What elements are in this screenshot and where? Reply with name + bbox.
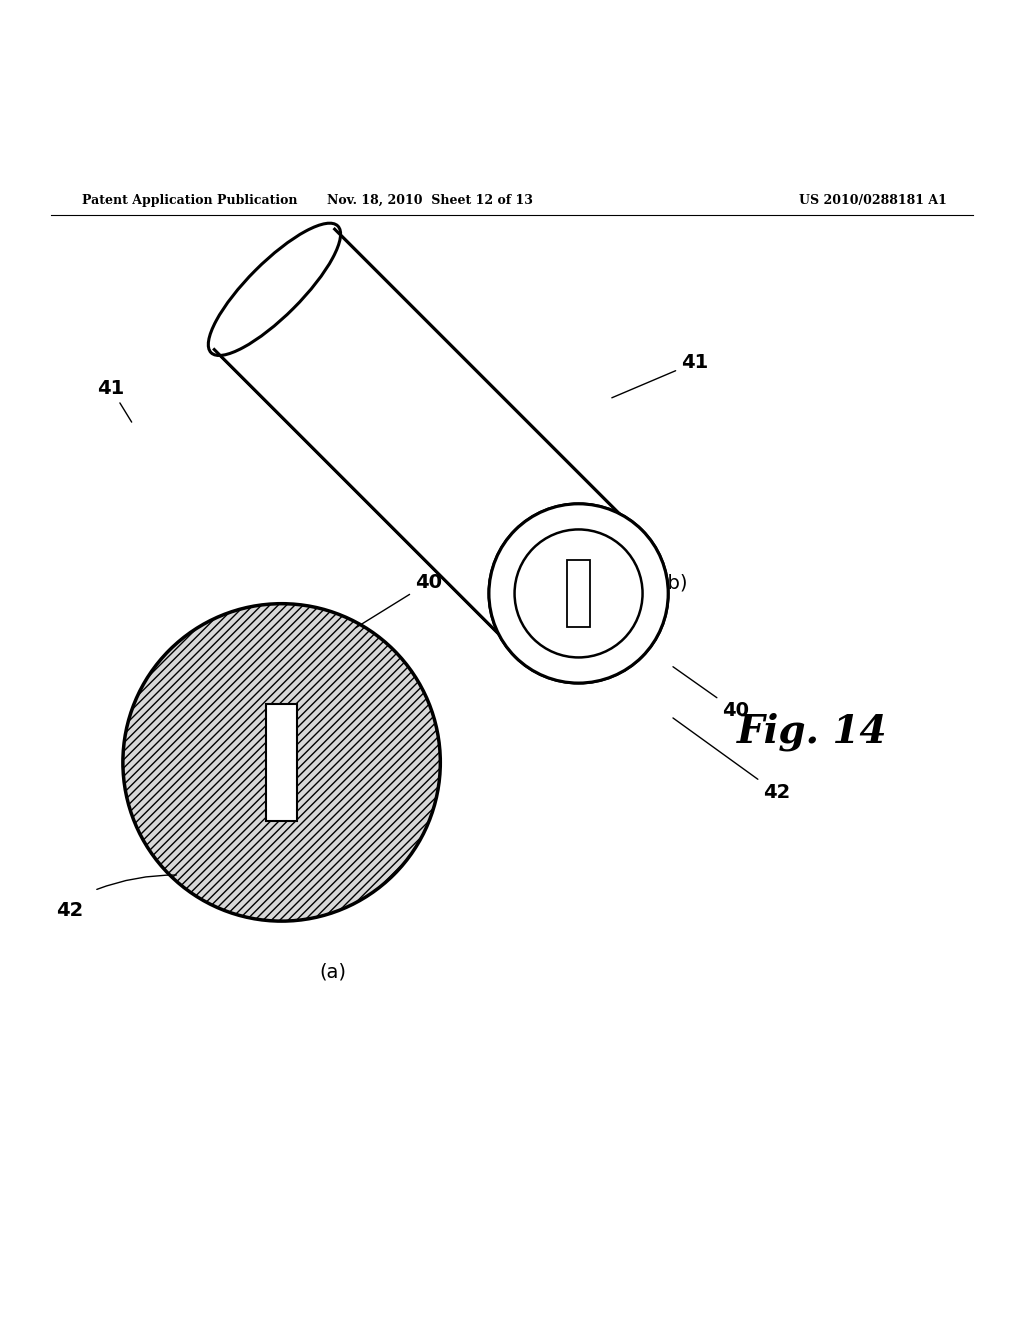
Text: (a): (a) [319, 962, 346, 981]
Text: 42: 42 [56, 900, 84, 920]
Text: Patent Application Publication: Patent Application Publication [82, 194, 297, 207]
Text: US 2010/0288181 A1: US 2010/0288181 A1 [799, 194, 946, 207]
Text: Fig. 14: Fig. 14 [737, 713, 888, 751]
Bar [266, 704, 297, 821]
Ellipse shape [488, 504, 668, 682]
Polygon shape [214, 230, 639, 653]
Circle shape [123, 603, 440, 921]
Text: 41: 41 [611, 354, 709, 397]
Ellipse shape [514, 529, 643, 657]
Text: 40: 40 [673, 667, 749, 721]
Ellipse shape [488, 504, 668, 682]
Bar [567, 560, 590, 627]
Ellipse shape [514, 529, 643, 657]
Text: (b): (b) [660, 574, 688, 593]
Text: 41: 41 [97, 379, 132, 422]
Text: Nov. 18, 2010  Sheet 12 of 13: Nov. 18, 2010 Sheet 12 of 13 [327, 194, 534, 207]
Text: 40: 40 [355, 573, 441, 628]
Ellipse shape [208, 223, 341, 355]
Bar [567, 560, 590, 627]
Text: 42: 42 [673, 718, 791, 803]
